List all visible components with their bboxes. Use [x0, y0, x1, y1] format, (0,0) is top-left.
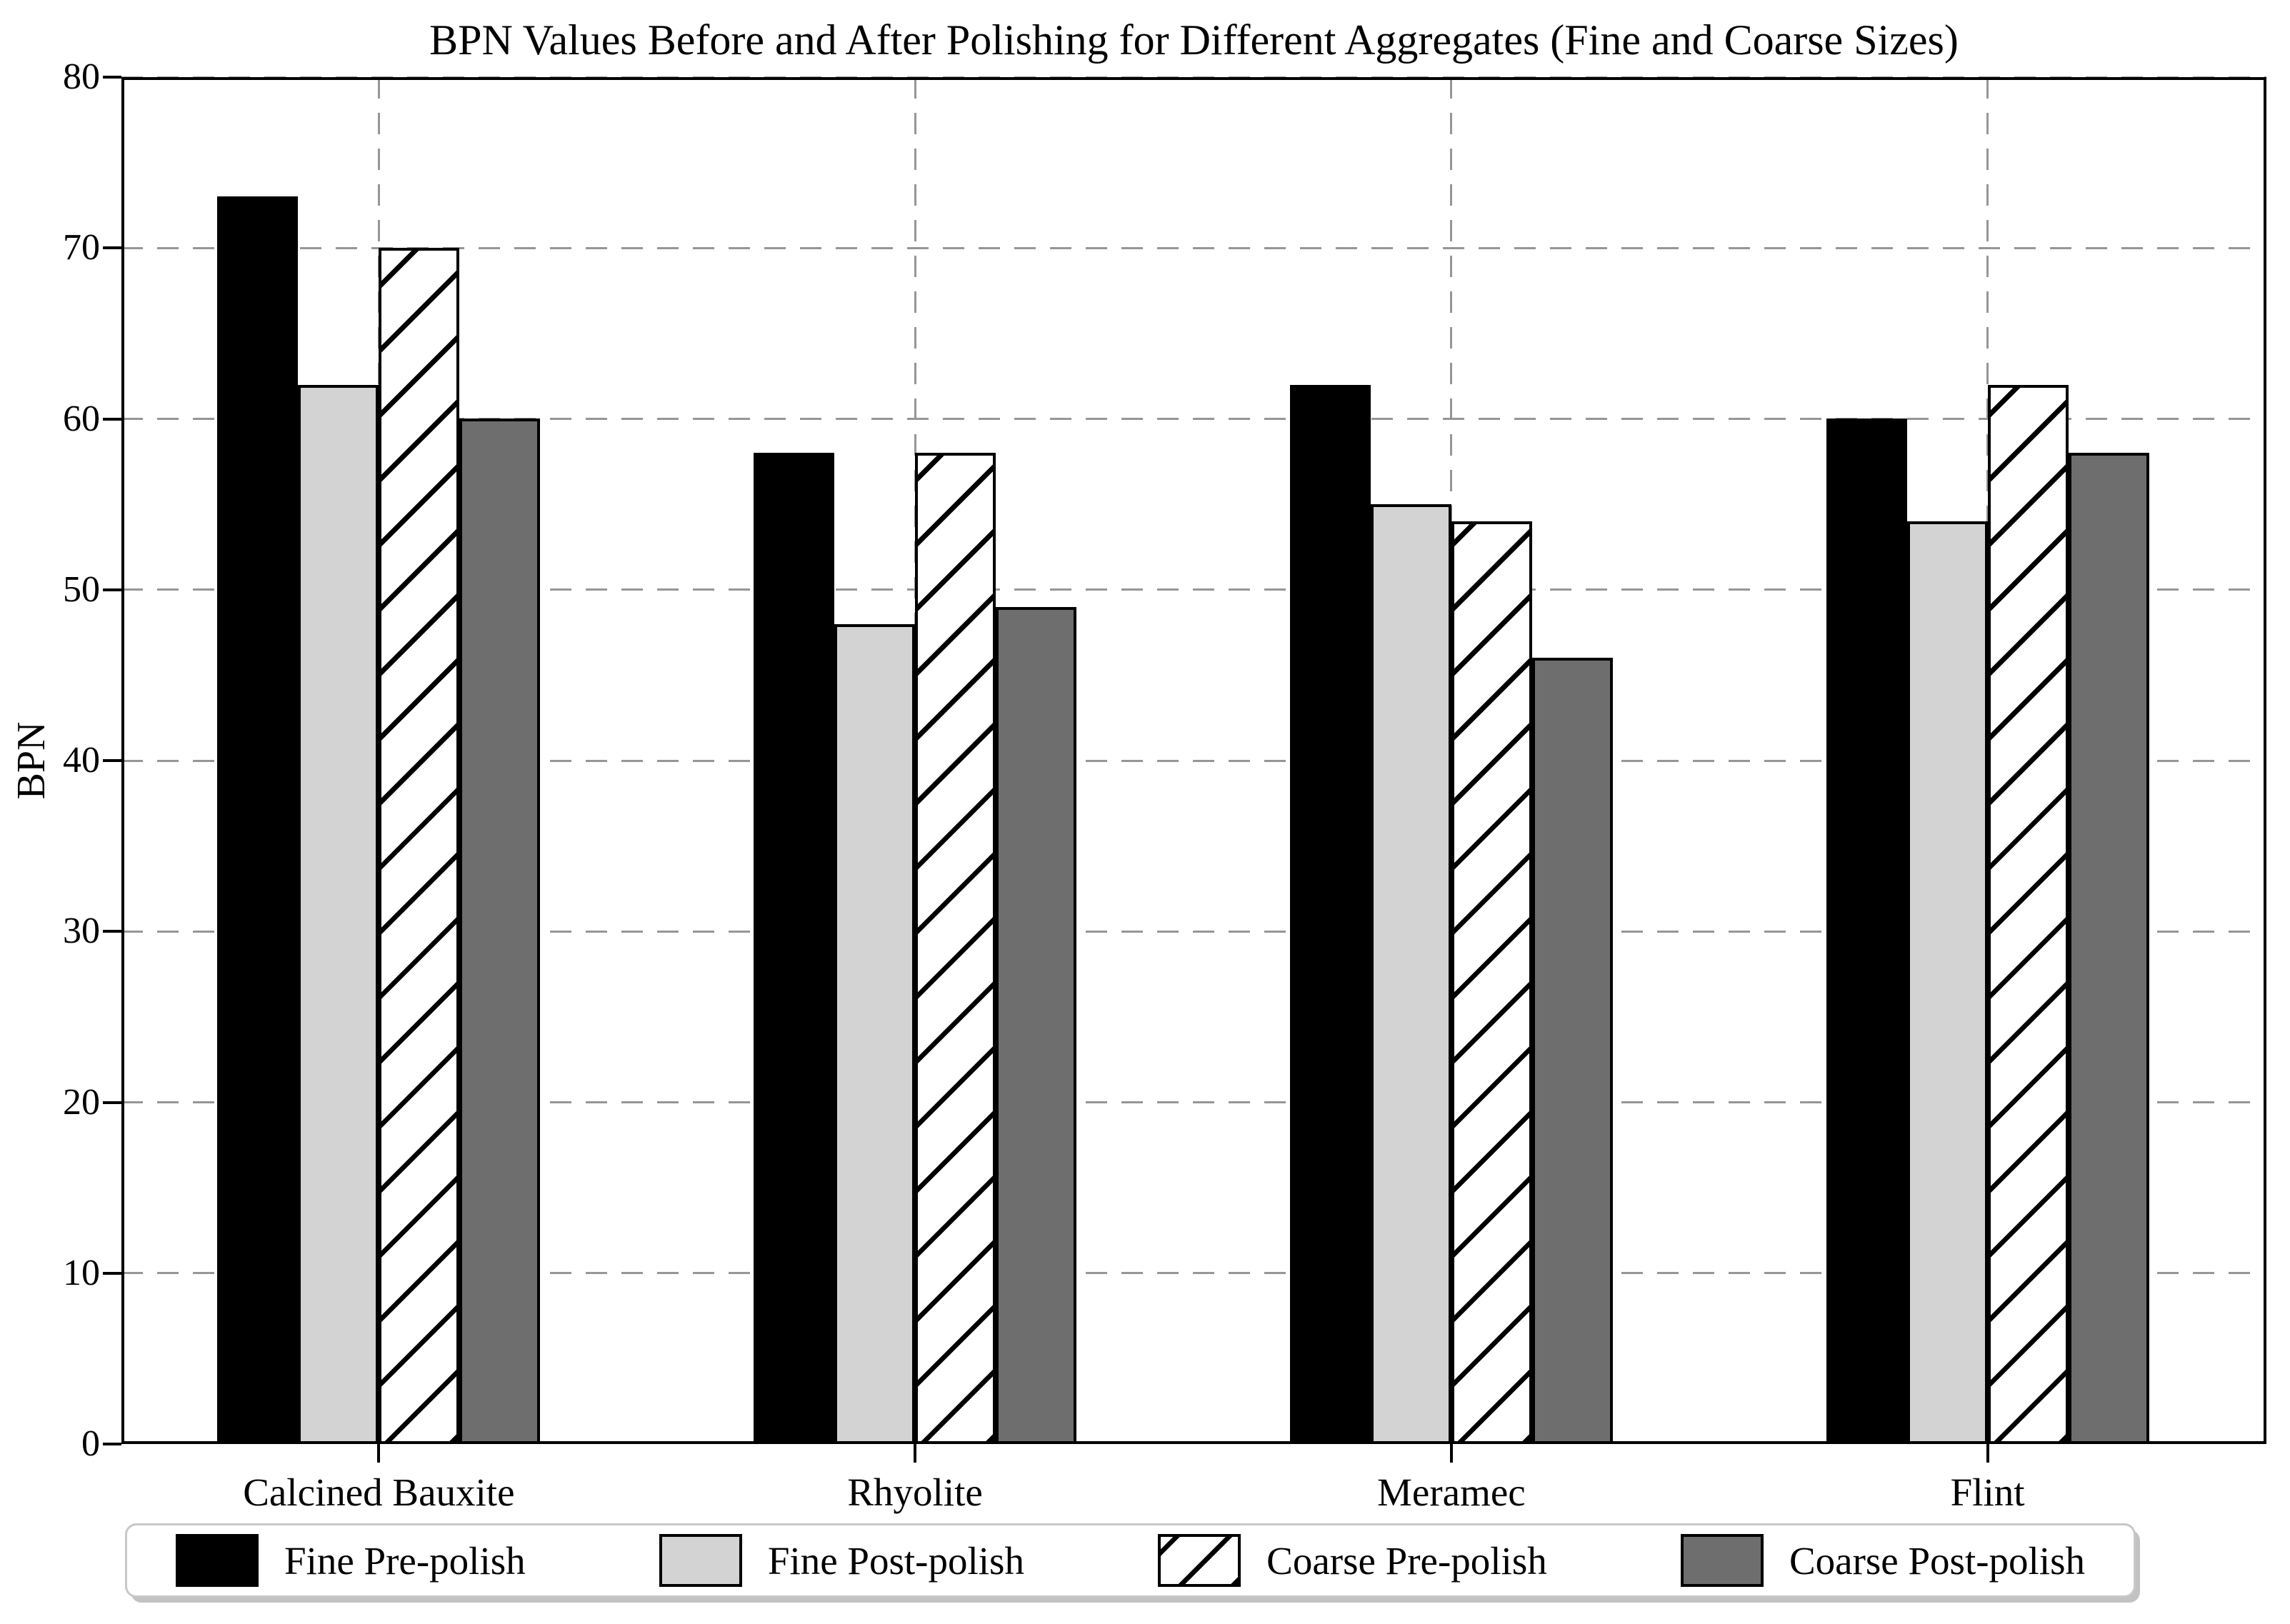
y-tick-label-0: 0 [81, 1423, 100, 1464]
legend-swatch-coarse-post-polish [1680, 1534, 1764, 1587]
y-tickmark-0 [103, 1443, 121, 1445]
bar-coarse-post-polish-calcined-bauxite [459, 418, 540, 1444]
y-tickmark-80 [103, 76, 121, 79]
legend-label-coarse-pre-polish: Coarse Pre-polish [1266, 1538, 1547, 1583]
x-tickmark-rhyolite [914, 1444, 917, 1463]
legend: Fine Pre-polish Fine Post-polish Coarse Pr… [125, 1523, 2136, 1598]
bar-coarse-pre-polish-calcined-bauxite [379, 248, 459, 1444]
x-tick-label-rhyolite: Rhyolite [847, 1470, 983, 1514]
bar-fine-post-polish-rhyolite [834, 624, 915, 1444]
y-tickmark-10 [103, 1271, 121, 1275]
y-tickmark-40 [103, 759, 121, 762]
y-tick-label-20: 20 [63, 1081, 100, 1123]
bar-coarse-post-polish-rhyolite [996, 607, 1076, 1444]
y-tickmark-70 [103, 246, 121, 250]
gridline-y-20 [121, 1101, 2266, 1103]
legend-swatch-fine-pre-polish [176, 1534, 259, 1587]
bar-fine-pre-polish-flint [1826, 418, 1907, 1444]
bar-coarse-pre-polish-meramec [1451, 521, 1532, 1444]
bar-coarse-pre-polish-flint [1988, 385, 2069, 1444]
bar-coarse-post-polish-meramec [1532, 658, 1613, 1444]
gridline-y-60 [121, 418, 2266, 420]
y-tick-label-70: 70 [63, 227, 100, 269]
bar-fine-pre-polish-meramec [1290, 385, 1371, 1444]
chart-title: BPN Values Before and After Polishing fo… [429, 16, 1959, 64]
gridline-y-40 [121, 759, 2266, 762]
x-tickmark-meramec [1449, 1444, 1453, 1463]
legend-item-fine-pre-polish: Fine Pre-polish [176, 1534, 526, 1587]
gridline-y-70 [121, 246, 2266, 249]
legend-label-fine-pre-polish: Fine Pre-polish [284, 1538, 526, 1583]
y-tick-label-10: 10 [63, 1252, 100, 1293]
y-tick-label-40: 40 [63, 740, 100, 781]
y-tickmark-60 [103, 417, 121, 421]
bar-fine-post-polish-meramec [1371, 504, 1451, 1444]
bar-fine-post-polish-calcined-bauxite [298, 385, 379, 1444]
plot-area [103, 76, 2266, 1463]
legend-item-fine-post-polish: Fine Post-polish [659, 1534, 1024, 1587]
x-tick-label-flint: Flint [1950, 1470, 2025, 1514]
gridline-y-10 [121, 1272, 2266, 1275]
gridline-y-30 [121, 930, 2266, 933]
gridline-y-50 [121, 588, 2266, 591]
legend-item-coarse-post-polish: Coarse Post-polish [1680, 1534, 2085, 1587]
y-tickmark-30 [103, 930, 121, 933]
legend-label-fine-post-polish: Fine Post-polish [767, 1538, 1024, 1583]
x-tickmark-calcined-bauxite [377, 1444, 381, 1463]
legend-swatch-coarse-pre-polish [1158, 1534, 1241, 1587]
legend-label-coarse-post-polish: Coarse Post-polish [1789, 1538, 2085, 1583]
x-tickmark-flint [1986, 1444, 1989, 1463]
legend-item-coarse-pre-polish: Coarse Pre-polish [1158, 1534, 1547, 1587]
y-tickmark-20 [103, 1101, 121, 1104]
y-tick-label-80: 80 [63, 56, 100, 97]
y-tick-label-50: 50 [63, 568, 100, 610]
gridline-y-80 [121, 76, 2266, 79]
bar-fine-pre-polish-rhyolite [754, 453, 834, 1444]
bar-coarse-pre-polish-rhyolite [915, 453, 996, 1444]
y-tickmark-50 [103, 588, 121, 591]
bar-coarse-post-polish-flint [2069, 453, 2149, 1444]
bar-fine-pre-polish-calcined-bauxite [217, 196, 298, 1444]
bar-fine-post-polish-flint [1907, 521, 1988, 1444]
x-tick-label-meramec: Meramec [1377, 1470, 1526, 1514]
legend-swatch-fine-post-polish [659, 1534, 742, 1587]
y-tick-label-30: 30 [63, 911, 100, 952]
y-tick-label-60: 60 [63, 398, 100, 439]
x-tick-label-calcined-bauxite: Calcined Bauxite [243, 1470, 515, 1514]
